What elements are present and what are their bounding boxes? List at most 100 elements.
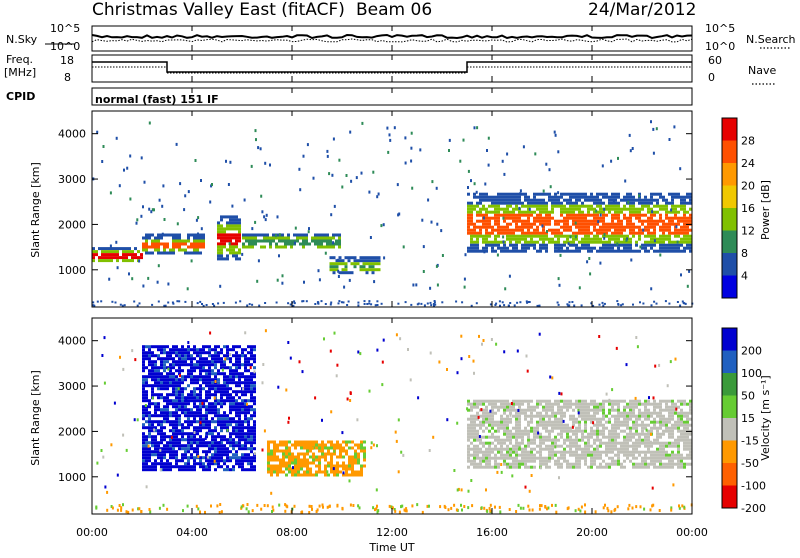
heatmap-cell [181, 354, 184, 357]
heatmap-cell [587, 241, 590, 244]
heatmap-cell [650, 226, 653, 229]
heatmap-cell [548, 433, 551, 436]
heatmap-cell [551, 448, 554, 451]
heatmap-cell [291, 453, 294, 456]
heatmap-cell [653, 403, 656, 406]
heatmap-cell [581, 229, 584, 232]
heatmap-cell [220, 254, 223, 257]
heatmap-cell [611, 445, 614, 448]
heatmap-cell [629, 229, 632, 232]
heatmap-cell [178, 405, 181, 408]
heatmap-cell [473, 193, 476, 196]
heatmap-cell [163, 465, 166, 468]
heatmap-cell [587, 208, 590, 211]
heatmap-cell [166, 351, 169, 354]
heatmap-cell [320, 243, 323, 246]
heatmap-cell [632, 421, 635, 424]
heatmap-cell [599, 208, 602, 211]
heatmap-cell [542, 247, 545, 250]
heatmap-cell [332, 246, 335, 249]
heatmap-cell [617, 433, 620, 436]
heatmap-cell [175, 438, 178, 441]
heatmap-cell [169, 411, 172, 414]
heatmap-cell [626, 439, 629, 442]
heatmap-cell [175, 393, 178, 396]
heatmap-cell [656, 448, 659, 451]
heatmap-cell [208, 396, 211, 399]
heatmap-cell [530, 205, 533, 208]
heatmap-cell [509, 439, 512, 442]
scatter-cell [200, 421, 202, 424]
heatmap-cell [169, 354, 172, 357]
scatter-cell [214, 397, 216, 400]
scatter-cell [549, 168, 551, 171]
heatmap-cell [542, 205, 545, 208]
colorbar-tick-label: 20 [741, 180, 755, 193]
heatmap-cell [232, 438, 235, 441]
heatmap-cell [342, 447, 345, 450]
heatmap-cell [342, 450, 345, 453]
heatmap-cell [512, 211, 515, 214]
heatmap-cell [253, 429, 256, 432]
heatmap-cell [515, 214, 518, 217]
scatter-cell [480, 408, 482, 411]
heatmap-cell [566, 208, 569, 211]
heatmap-cell [178, 378, 181, 381]
heatmap-cell [494, 424, 497, 427]
heatmap-cell [611, 424, 614, 427]
heatmap-cell [326, 234, 329, 237]
heatmap-cell [488, 442, 491, 445]
heatmap-cell [467, 214, 470, 217]
heatmap-cell [291, 456, 294, 459]
heatmap-cell [674, 208, 677, 211]
heatmap-cell [95, 250, 98, 253]
scatter-cell [211, 183, 213, 186]
heatmap-cell [145, 357, 148, 360]
heatmap-cell [317, 246, 320, 249]
heatmap-cell [542, 232, 545, 235]
heatmap-cell [178, 381, 181, 384]
scatter-cell [137, 418, 139, 421]
heatmap-cell [226, 378, 229, 381]
heatmap-cell [473, 205, 476, 208]
heatmap-cell [247, 435, 250, 438]
heatmap-cell [683, 205, 686, 208]
scatter-cell [558, 249, 560, 252]
heatmap-cell [605, 445, 608, 448]
heatmap-cell [208, 420, 211, 423]
heatmap-cell [163, 462, 166, 465]
heatmap-cell [220, 233, 223, 236]
scatter-cell [518, 207, 520, 210]
heatmap-cell [354, 256, 357, 259]
scatter-cell [627, 201, 629, 204]
heatmap-cell [566, 436, 569, 439]
heatmap-cell [548, 430, 551, 433]
heatmap-cell [375, 262, 378, 265]
heatmap-cell [623, 247, 626, 250]
heatmap-cell [154, 414, 157, 417]
heatmap-cell [638, 199, 641, 202]
heatmap-cell [530, 439, 533, 442]
heatmap-cell [214, 411, 217, 414]
heatmap-cell [512, 466, 515, 469]
heatmap-cell [333, 447, 336, 450]
heatmap-cell [160, 462, 163, 465]
heatmap-cell [148, 465, 151, 468]
heatmap-cell [647, 232, 650, 235]
scatter-cell [209, 201, 211, 204]
heatmap-cell [184, 420, 187, 423]
heatmap-cell [683, 226, 686, 229]
heatmap-cell [593, 214, 596, 217]
scatter-cell [396, 440, 398, 443]
heatmap-cell [312, 474, 315, 477]
heatmap-cell [166, 354, 169, 357]
heatmap-cell [632, 436, 635, 439]
heatmap-cell [220, 429, 223, 432]
heatmap-cell [542, 463, 545, 466]
heatmap-cell [524, 409, 527, 412]
heatmap-cell [620, 463, 623, 466]
scatter-cell [282, 274, 284, 277]
heatmap-cell [647, 466, 650, 469]
heatmap-cell [653, 199, 656, 202]
heatmap-cell [305, 243, 308, 246]
